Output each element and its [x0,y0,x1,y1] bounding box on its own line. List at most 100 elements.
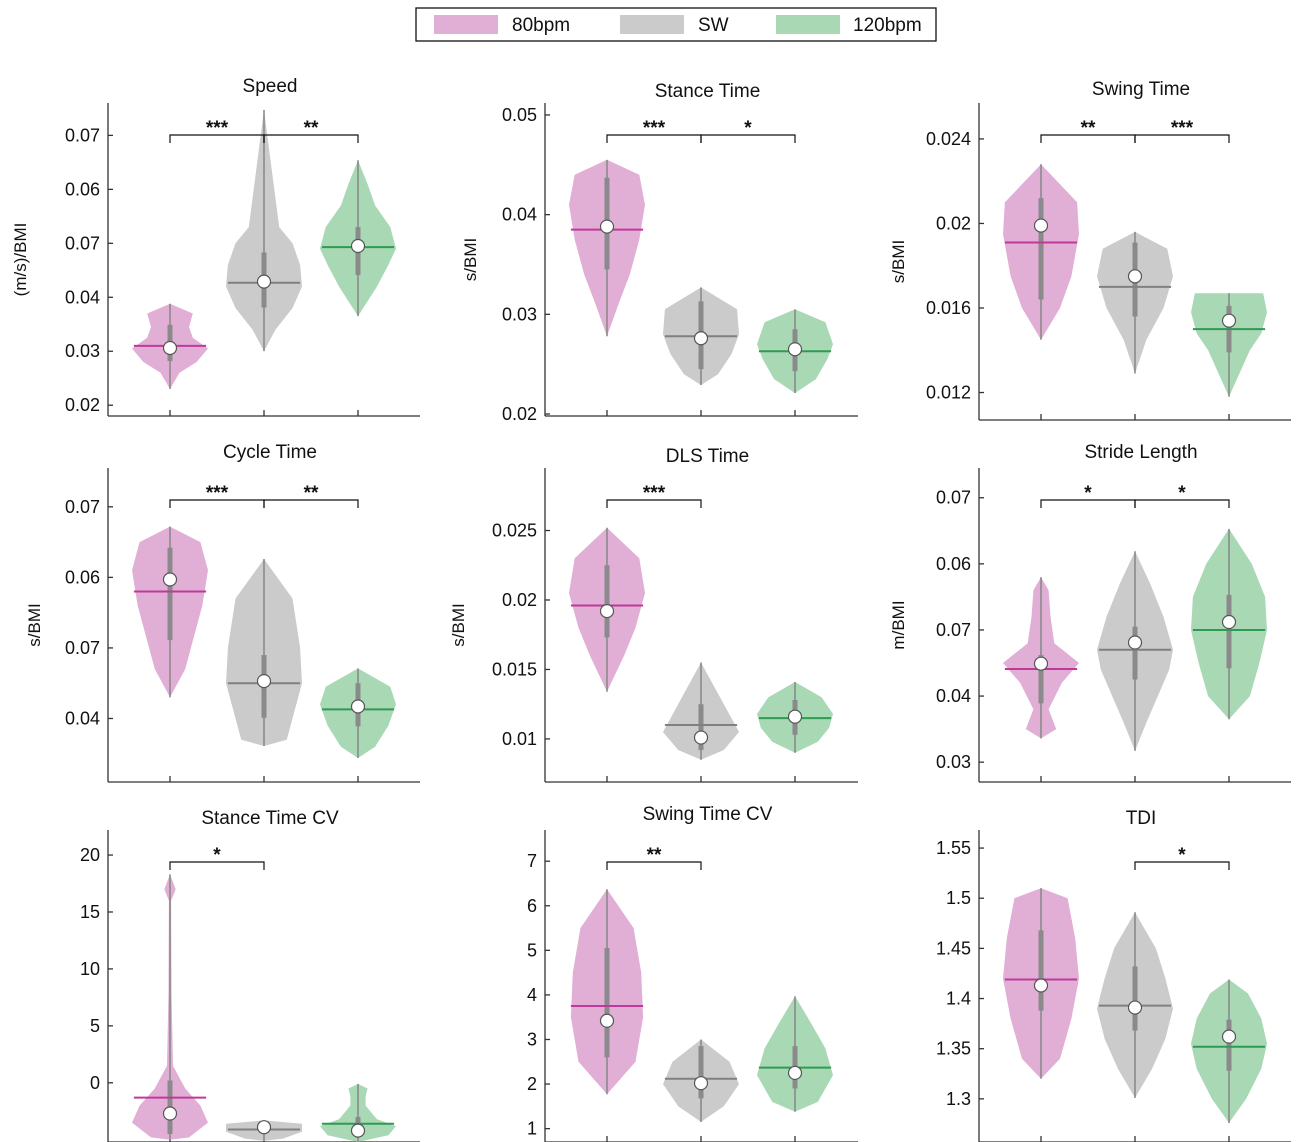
y-tick-label: 0.07 [65,638,100,658]
mean-marker-80bpm [162,340,178,356]
significance-stars: * [1178,483,1186,504]
panel-6: 0 5 10 15 20 Stance Time CV * [80,808,420,1142]
significance-stars: ** [647,845,662,866]
y-axis-label: m/BMI [889,600,908,649]
y-tick-label: 0 [90,1073,100,1093]
panel-title: Stance Time CV [201,808,339,829]
panel-title: Cycle Time [223,442,317,463]
significance-stars: * [213,845,221,866]
significance-bracket [263,499,359,508]
y-tick-label: 0.015 [492,659,537,679]
y-tick-label: 0.012 [926,383,971,403]
y-tick-label: 7 [527,851,537,871]
legend-swatch-80bpm [434,15,498,34]
y-tick-label: 0.02 [502,404,537,424]
y-tick-label: 1.45 [936,938,971,958]
y-tick-label: 20 [80,845,100,865]
y-tick-label: 1 [527,1119,537,1139]
mean-marker-80bpm [599,219,615,234]
mean-marker-80bpm [1033,656,1049,671]
significance-bracket [263,134,359,143]
mean-marker-SW [256,274,272,289]
panel-title: Stance Time [655,81,761,102]
mean-marker-120bpm [1221,313,1237,328]
mean-marker-SW [693,730,709,745]
y-tick-label: 10 [80,959,100,979]
significance-bracket [606,861,702,870]
y-tick-label: 0.03 [936,752,971,772]
y-tick-label: 0.02 [936,213,971,233]
significance-bracket [1134,861,1230,870]
y-tick-label: 0.05 [502,105,537,125]
y-tick-label: 1.4 [946,989,971,1009]
significance-stars: ** [304,483,319,504]
y-axis-label: s/BMI [889,240,908,283]
mean-marker-120bpm [787,342,803,357]
y-tick-label: 2 [527,1074,537,1094]
y-tick-label: 1.35 [936,1039,971,1059]
y-tick-label: 0.04 [65,708,100,728]
legend-label-120bpm: 120bpm [853,15,922,36]
panel-title: DLS Time [666,446,749,467]
y-axis-label: s/BMI [449,603,468,646]
significance-bracket [169,861,265,870]
y-tick-label: 0.07 [65,233,100,253]
mean-marker-SW [1127,635,1143,650]
mean-marker-120bpm [1221,614,1237,630]
mean-marker-SW [1127,269,1143,284]
panels: 0.020.030.040.070.060.07Speed(m/s)/BMI**… [11,76,1291,1142]
significance-stars: * [744,118,752,139]
mean-marker-80bpm [162,1106,178,1121]
panel-0: 0.02 0.03 0.04 0.07 0.06 0.07 Speed (m/s)/BMI **… [11,76,420,417]
panel-7: 1 2 3 4 5 6 7 Swing Time CV ** [527,804,858,1142]
mean-marker-120bpm [787,1065,803,1081]
mean-marker-80bpm [1033,978,1049,993]
y-tick-label: 0.04 [65,287,100,307]
y-tick-label: 6 [527,896,537,916]
panel-4: 0.01 0.015 0.02 0.025 DLS Time s/BMI *** [449,446,858,783]
panel-title: Swing Time [1092,79,1190,100]
significance-stars: *** [643,483,666,504]
y-tick-label: 1.55 [936,838,971,858]
significance-stars: *** [206,483,229,504]
y-tick-label: 0.01 [502,729,537,749]
significance-stars: *** [643,118,666,139]
mean-marker-120bpm [787,709,803,724]
mean-marker-80bpm [1033,218,1049,233]
y-tick-label: 0.04 [502,205,537,225]
y-tick-label: 0.06 [65,179,100,199]
significance-bracket [1134,134,1230,143]
y-tick-label: 0.04 [936,686,971,706]
mean-marker-80bpm [162,572,178,587]
mean-marker-80bpm [599,604,615,619]
y-axis-label: (m/s)/BMI [11,223,30,297]
y-tick-label: 0.03 [65,341,100,361]
y-tick-label: 4 [527,985,537,1005]
panel-5: 0.03 0.04 0.07 0.06 0.07 Stride Length m/BMI * * [889,442,1291,783]
panel-title: Speed [243,76,298,97]
significance-stars: * [1084,483,1092,504]
y-tick-label: 0.025 [492,521,537,541]
y-tick-label: 0.07 [936,620,971,640]
significance-stars: *** [1171,118,1194,139]
y-tick-label: 3 [527,1029,537,1049]
legend-swatch-120bpm [776,15,840,34]
y-tick-label: 0.024 [926,129,971,149]
y-tick-label: 1.5 [946,888,971,908]
y-tick-label: 0.07 [65,125,100,145]
mean-marker-120bpm [350,1123,366,1138]
legend-label-sw: SW [698,15,729,36]
y-tick-label: 0.07 [936,488,971,508]
significance-stars: ** [304,118,319,139]
significance-bracket [1134,499,1230,508]
y-tick-label: 1.3 [946,1089,971,1109]
y-tick-label: 0.06 [65,567,100,587]
y-tick-label: 0.016 [926,298,971,318]
mean-marker-SW [1127,1000,1143,1015]
y-tick-label: 15 [80,902,100,922]
significance-stars: ** [1081,118,1096,139]
